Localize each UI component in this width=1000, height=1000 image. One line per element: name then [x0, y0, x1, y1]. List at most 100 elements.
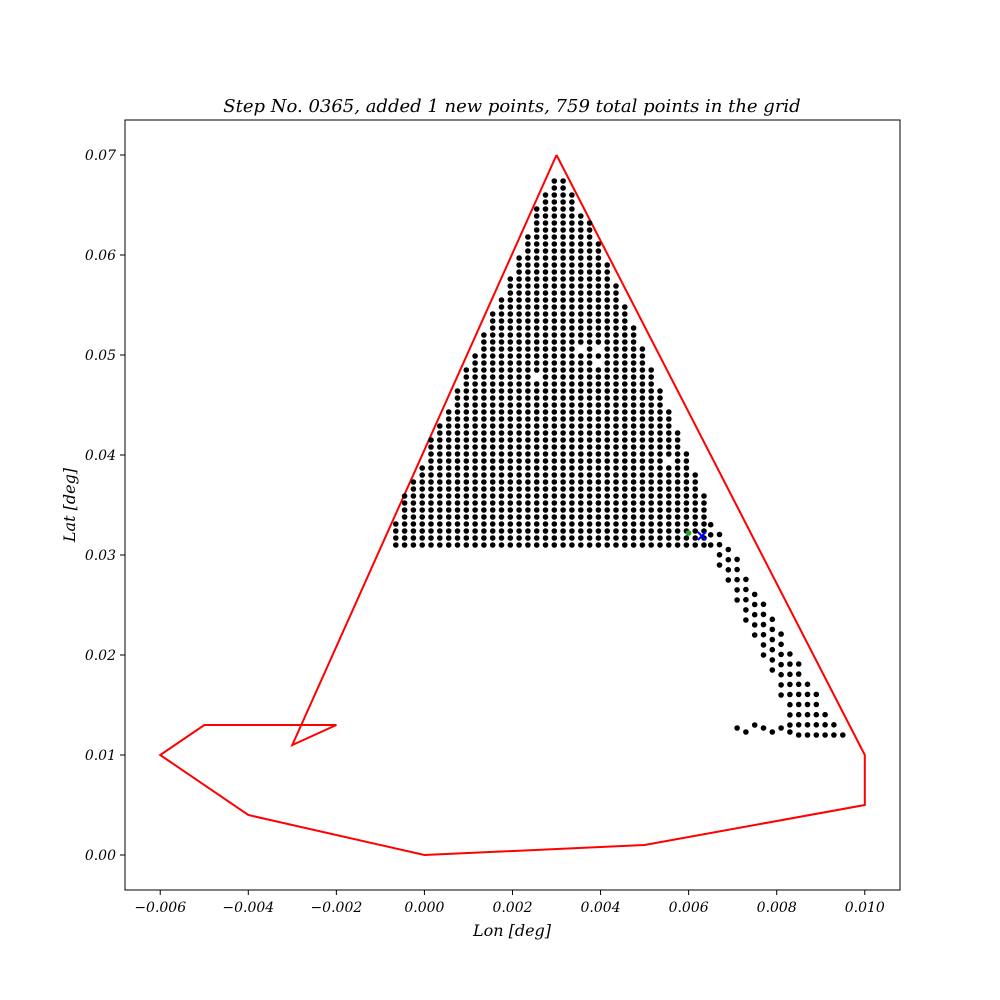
grid-point [683, 493, 690, 499]
grid-point [463, 493, 470, 499]
grid-point [813, 701, 820, 708]
grid-point [683, 458, 690, 464]
grid-point [604, 332, 610, 338]
grid-point [674, 465, 681, 471]
grid-point [613, 283, 619, 289]
grid-point [428, 437, 434, 443]
y-tick-label: 0.02 [85, 648, 116, 664]
grid-point [533, 318, 540, 324]
grid-point [630, 402, 637, 408]
grid-point [454, 500, 461, 506]
grid-point [648, 486, 654, 492]
grid-point [551, 430, 558, 436]
grid-point [604, 416, 610, 422]
grid-point [595, 290, 602, 296]
grid-point [445, 437, 452, 443]
grid-point [481, 367, 487, 373]
grid-point [595, 255, 602, 261]
grid-point [560, 458, 566, 464]
grid-point [445, 493, 452, 499]
grid-point [630, 423, 637, 429]
grid-point [489, 493, 496, 499]
y-tick-label: 0.01 [85, 748, 116, 764]
grid-point [551, 262, 558, 268]
grid-point [648, 500, 654, 506]
grid-point [639, 381, 646, 387]
grid-point [560, 514, 566, 520]
grid-point [613, 430, 619, 436]
grid-point [542, 297, 549, 303]
grid-point [551, 486, 558, 492]
grid-point [795, 671, 802, 677]
grid-point [533, 241, 540, 247]
grid-point [463, 479, 470, 485]
grid-point [613, 514, 619, 520]
grid-point [674, 444, 681, 450]
grid-point [533, 465, 540, 471]
grid-point [630, 458, 637, 464]
grid-point [542, 213, 549, 219]
grid-point [569, 304, 575, 310]
grid-point [657, 507, 663, 513]
grid-point [560, 220, 566, 226]
grid-point [734, 556, 740, 563]
grid-point [489, 423, 496, 429]
grid-point [393, 535, 399, 541]
grid-point [648, 472, 654, 478]
grid-point [498, 381, 505, 387]
grid-point [551, 542, 558, 548]
grid-point [604, 395, 610, 401]
grid-point [613, 416, 619, 422]
grid-point [778, 682, 784, 688]
grid-point [516, 514, 522, 520]
grid-point [401, 521, 408, 527]
grid-point [533, 416, 540, 422]
grid-point [707, 521, 714, 528]
grid-point [569, 479, 575, 485]
grid-point [639, 500, 646, 506]
grid-point [639, 346, 646, 352]
grid-point [578, 423, 584, 429]
grid-point [428, 451, 434, 457]
grid-point [560, 402, 566, 408]
grid-point [551, 234, 558, 240]
grid-point [472, 388, 478, 394]
grid-point [648, 458, 654, 464]
y-tick-label: 0.07 [85, 148, 116, 164]
grid-point [516, 283, 522, 289]
grid-point [481, 472, 487, 478]
grid-point [622, 311, 628, 317]
grid-point [542, 353, 549, 359]
grid-point [639, 374, 646, 380]
grid-point [692, 493, 698, 499]
grid-point [586, 353, 593, 359]
grid-point [613, 318, 619, 324]
grid-point [551, 276, 558, 282]
grid-point [542, 283, 549, 289]
grid-point [489, 486, 496, 492]
grid-point [428, 542, 434, 548]
grid-point [622, 360, 628, 366]
grid-point [498, 346, 505, 352]
grid-point [595, 276, 602, 282]
grid-point [648, 493, 654, 499]
grid-point [472, 535, 478, 541]
grid-point [489, 437, 496, 443]
grid-point [630, 430, 637, 436]
grid-point [542, 318, 549, 324]
grid-point [472, 402, 478, 408]
grid-point [419, 514, 426, 520]
grid-point [516, 507, 522, 513]
grid-point [507, 360, 514, 366]
grid-point [622, 542, 628, 548]
new-point-marker [685, 530, 692, 536]
grid-point [410, 479, 417, 485]
grid-point [787, 701, 793, 708]
grid-point [578, 304, 584, 310]
grid-point [551, 213, 558, 219]
grid-point [463, 500, 470, 506]
grid-point [692, 472, 698, 478]
grid-point [657, 458, 663, 464]
grid-point [630, 500, 637, 506]
